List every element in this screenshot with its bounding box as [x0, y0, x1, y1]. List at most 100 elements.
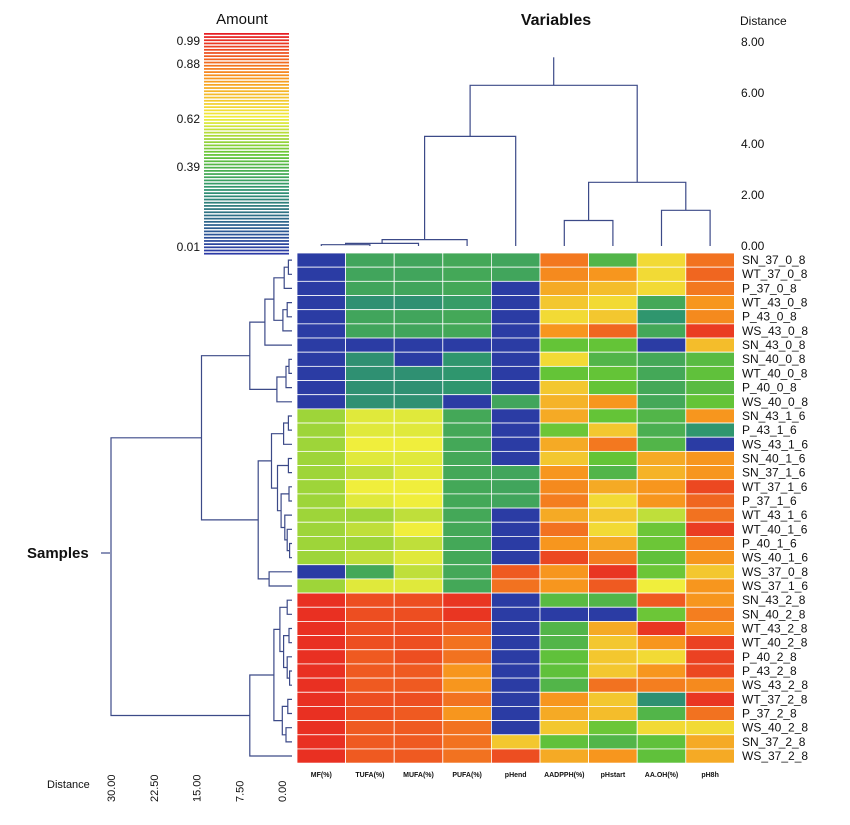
heatmap-cell [685, 351, 735, 367]
heatmap-cell [539, 394, 589, 410]
heatmap-cell [490, 337, 541, 353]
heatmap-cell [539, 663, 589, 679]
heatmap-cell [490, 578, 541, 594]
legend-stripe [204, 201, 289, 204]
heatmap-cell [588, 280, 638, 296]
legend-stripe [204, 214, 289, 217]
heatmap-cell [636, 380, 687, 396]
legend-stripe [204, 205, 289, 207]
heatmap-cell [685, 592, 735, 608]
legend-stripe [204, 131, 289, 134]
row-label: WS_37_1_6 [742, 579, 808, 593]
heatmap-cell [636, 734, 687, 750]
column-label: MF(%) [311, 772, 332, 779]
legend-stripe [204, 192, 289, 195]
legend-tick-label: 0.39 [177, 160, 201, 174]
heatmap-cell [393, 351, 444, 367]
heatmap-cell [636, 295, 687, 311]
heatmap-cell [393, 706, 444, 722]
heatmap-cell [539, 706, 589, 722]
heatmap-cell [345, 450, 395, 466]
heatmap-cell [490, 649, 541, 665]
heatmap-cell [345, 351, 395, 367]
heatmap-cell [636, 394, 687, 410]
heatmap-cell [393, 337, 444, 353]
legend-stripe [204, 138, 289, 140]
legend-stripe [204, 122, 289, 124]
legend-stripe [204, 240, 289, 242]
heatmap-cell [490, 323, 541, 339]
legend-stripe [204, 169, 289, 172]
heatmap-cell [588, 606, 638, 622]
heatmap-cell [345, 408, 395, 424]
heatmap-cell [636, 465, 687, 481]
heatmap-cell [539, 351, 589, 367]
heatmap-cell [490, 295, 541, 311]
column-label: PUFA(%) [452, 772, 482, 779]
legend-stripe [204, 243, 289, 246]
heatmap-cell [490, 252, 541, 268]
heatmap-cell [490, 493, 541, 509]
heatmap-cell [442, 550, 492, 566]
heatmap-cell [588, 521, 638, 537]
heatmap-cell [636, 621, 687, 636]
dendrogram-branch [288, 627, 292, 644]
column-label: AADPPH(%) [544, 772, 584, 779]
dendrogram-branch [110, 437, 250, 717]
heatmap-cell [588, 337, 638, 353]
heatmap-cell [539, 465, 589, 481]
heatmap-cell [296, 337, 346, 353]
heatmap-cell [296, 351, 346, 367]
heatmap-cell [588, 266, 638, 282]
heatmap-cell [296, 663, 346, 679]
bottom-distance-tick: 15.00 [192, 774, 204, 802]
heatmap-cell [490, 408, 541, 424]
legend-tick-label: 0.99 [177, 34, 201, 48]
heatmap-cell [490, 564, 541, 580]
legend-stripe [204, 103, 289, 105]
legend-stripe [204, 220, 289, 223]
heatmap-cell [636, 635, 687, 651]
heatmap-cell [539, 635, 589, 651]
heatmap-cell [296, 280, 346, 296]
heatmap-cell [345, 337, 395, 353]
dendrogram-branch [249, 321, 277, 390]
column-label: MUFA(%) [403, 772, 434, 779]
dendrogram-branch [249, 674, 292, 757]
variables-title: Variables [521, 12, 591, 29]
legend-stripe [204, 154, 289, 156]
heatmap-cell [685, 507, 735, 523]
heatmap-cells [296, 252, 735, 764]
row-label: SN_40_1_6 [742, 451, 806, 465]
heatmap-cell [490, 450, 541, 466]
legend-stripe [204, 80, 289, 83]
heatmap-cell [296, 394, 346, 410]
legend-stripe [204, 157, 289, 159]
heatmap-cell [539, 408, 589, 424]
heatmap-cell [393, 507, 444, 523]
heatmap-cell [588, 564, 638, 580]
heatmap-cell [636, 337, 687, 353]
heatmap-cell [345, 720, 395, 736]
row-label: WS_40_2_8 [742, 721, 808, 735]
heatmap-cell [539, 450, 589, 466]
heatmap-cell [442, 706, 492, 722]
dendrogram-branch [287, 698, 292, 715]
dendrogram-branch [285, 727, 292, 743]
heatmap-cell [296, 635, 346, 651]
heatmap-cell [490, 677, 541, 693]
legend-stripe [204, 230, 289, 233]
heatmap-cell [636, 550, 687, 566]
heatmap-cell [296, 465, 346, 481]
heatmap-cell [685, 706, 735, 722]
row-label: WT_43_0_8 [742, 296, 808, 310]
heatmap-cell [636, 479, 687, 495]
heatmap-cell [588, 493, 638, 509]
heatmap-cell [539, 521, 589, 537]
row-label: SN_37_2_8 [742, 735, 806, 749]
heatmap-cell [442, 365, 492, 381]
legend-stripe [204, 74, 289, 77]
heatmap-cell [685, 465, 735, 481]
heatmap-cell [345, 663, 395, 679]
heatmap-cell [393, 493, 444, 509]
